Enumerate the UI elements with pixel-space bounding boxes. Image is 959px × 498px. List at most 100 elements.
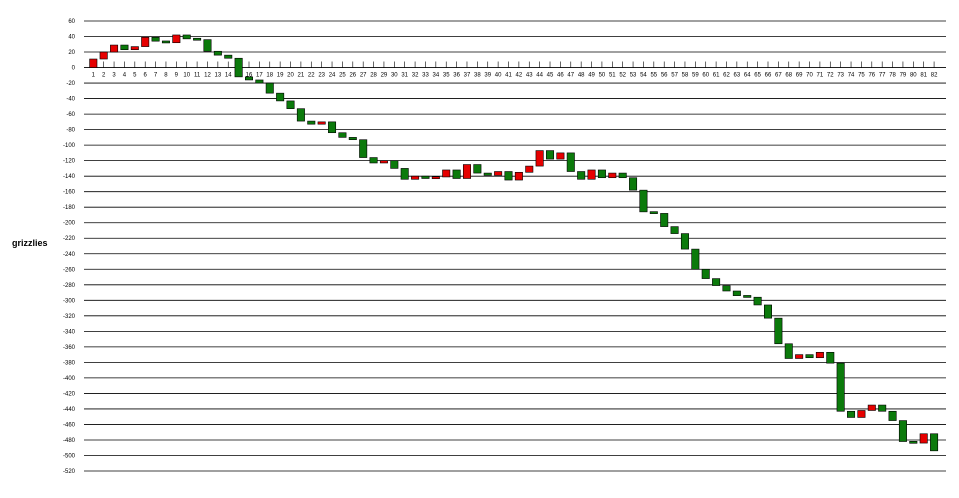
x-tick-label: 68 bbox=[785, 73, 792, 79]
waterfall-bar bbox=[369, 157, 378, 164]
waterfall-bar bbox=[390, 160, 399, 169]
x-tick-label: 61 bbox=[713, 73, 720, 79]
x-tick-label: 51 bbox=[609, 73, 616, 79]
x-tick-label: 33 bbox=[422, 73, 429, 79]
x-tick-label: 13 bbox=[215, 73, 222, 79]
waterfall-bar bbox=[213, 50, 222, 56]
waterfall-bar bbox=[535, 150, 544, 167]
x-tick-label: 48 bbox=[578, 73, 585, 79]
x-tick-label: 26 bbox=[349, 73, 356, 79]
waterfall-bar bbox=[670, 226, 679, 234]
y-tick-label: -40 bbox=[66, 97, 75, 103]
waterfall-bar bbox=[712, 278, 721, 286]
waterfall-bar bbox=[732, 290, 741, 296]
x-tick-label: 82 bbox=[931, 73, 938, 79]
x-tick-label: 1 bbox=[92, 73, 96, 79]
x-tick-label: 79 bbox=[900, 73, 907, 79]
x-tick-label: 17 bbox=[256, 73, 263, 79]
x-tick-label: 50 bbox=[599, 73, 606, 79]
waterfall-bar bbox=[909, 440, 918, 444]
waterfall-bar bbox=[462, 164, 471, 179]
y-tick-label: -100 bbox=[63, 143, 76, 149]
x-tick-label: 74 bbox=[848, 73, 855, 79]
waterfall-bar bbox=[224, 54, 233, 59]
waterfall-bar bbox=[805, 354, 814, 359]
y-tick-label: -280 bbox=[63, 283, 76, 289]
waterfall-bar bbox=[317, 121, 326, 125]
x-tick-label: 47 bbox=[567, 73, 574, 79]
x-tick-label: 62 bbox=[723, 73, 730, 79]
waterfall-bar bbox=[203, 39, 212, 52]
waterfall-bar bbox=[421, 175, 430, 179]
x-tick-label: 71 bbox=[817, 73, 824, 79]
y-tick-label: 20 bbox=[68, 50, 75, 56]
waterfall-bar bbox=[930, 433, 939, 452]
y-tick-label: 0 bbox=[72, 66, 76, 72]
x-tick-label: 7 bbox=[154, 73, 158, 79]
y-tick-label: -200 bbox=[63, 221, 76, 227]
waterfall-bar bbox=[120, 44, 129, 51]
x-tick-label: 75 bbox=[858, 73, 865, 79]
waterfall-bar bbox=[161, 40, 170, 44]
x-tick-label: 30 bbox=[391, 73, 398, 79]
x-tick-label: 60 bbox=[702, 73, 709, 79]
y-axis-ticks: 60 40 20 0 -20 -40 -60 -80 -100 -120 -140 -160 -180 -… bbox=[63, 19, 76, 475]
x-tick-label: 63 bbox=[734, 73, 741, 79]
waterfall-bar bbox=[878, 404, 887, 412]
y-tick-label: -420 bbox=[63, 391, 76, 397]
gridlines bbox=[84, 20, 946, 472]
x-tick-label: 49 bbox=[588, 73, 595, 79]
x-tick-label: 16 bbox=[246, 73, 253, 79]
y-tick-label: -240 bbox=[63, 252, 76, 258]
waterfall-bar bbox=[629, 177, 638, 191]
y-tick-label: -360 bbox=[63, 345, 76, 351]
waterfall-bar bbox=[566, 152, 575, 172]
waterfall-bar bbox=[556, 152, 565, 160]
waterfall-bar bbox=[919, 433, 928, 444]
waterfall-bar bbox=[307, 120, 316, 125]
waterfall-bar bbox=[494, 171, 503, 176]
x-tick-label: 3 bbox=[112, 73, 116, 79]
x-tick-label: 9 bbox=[175, 73, 179, 79]
x-tick-label: 40 bbox=[495, 73, 502, 79]
x-tick-label: 11 bbox=[194, 73, 201, 79]
x-tick-label: 73 bbox=[837, 73, 844, 79]
x-tick-label: 32 bbox=[412, 73, 419, 79]
waterfall-bar bbox=[753, 296, 762, 306]
waterfall-bar bbox=[265, 82, 274, 94]
x-tick-label: 81 bbox=[920, 73, 927, 79]
x-tick-label: 38 bbox=[474, 73, 481, 79]
waterfall-bar bbox=[431, 176, 440, 180]
waterfall-bar bbox=[649, 211, 658, 214]
waterfall-bar bbox=[504, 171, 513, 181]
waterfall-bar bbox=[857, 410, 866, 418]
y-tick-label: 60 bbox=[68, 19, 75, 25]
waterfall-bar bbox=[514, 171, 523, 181]
waterfall-bar bbox=[722, 285, 731, 292]
waterfall-bar bbox=[379, 160, 388, 164]
x-tick-label: 5 bbox=[133, 73, 137, 79]
x-tick-label: 8 bbox=[164, 73, 168, 79]
x-tick-label: 53 bbox=[630, 73, 637, 79]
waterfall-bar bbox=[660, 213, 669, 227]
y-tick-label: -300 bbox=[63, 298, 76, 304]
x-tick-label: 6 bbox=[144, 73, 148, 79]
waterfall-bar bbox=[577, 171, 586, 180]
y-axis-label: grizzlies bbox=[12, 238, 48, 248]
x-axis-ticks: 1234567891011121314151617181920212223242… bbox=[92, 61, 938, 79]
waterfall-bar bbox=[546, 150, 555, 160]
waterfall-bar bbox=[276, 92, 285, 102]
waterfall-bar bbox=[328, 121, 337, 134]
waterfall-bar bbox=[99, 51, 108, 60]
x-tick-label: 43 bbox=[526, 73, 533, 79]
y-tick-label: -20 bbox=[66, 81, 75, 87]
waterfall-bar bbox=[182, 34, 191, 40]
waterfall-bars bbox=[89, 34, 939, 452]
waterfall-bar bbox=[348, 137, 357, 141]
waterfall-bar bbox=[89, 58, 98, 68]
waterfall-bar bbox=[172, 34, 181, 44]
y-tick-label: -440 bbox=[63, 407, 76, 413]
x-tick-label: 31 bbox=[401, 73, 408, 79]
x-tick-label: 2 bbox=[102, 73, 106, 79]
